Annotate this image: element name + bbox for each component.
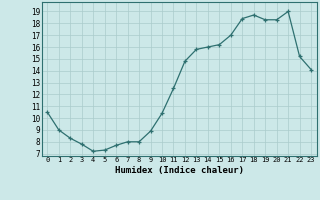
X-axis label: Humidex (Indice chaleur): Humidex (Indice chaleur) bbox=[115, 166, 244, 175]
